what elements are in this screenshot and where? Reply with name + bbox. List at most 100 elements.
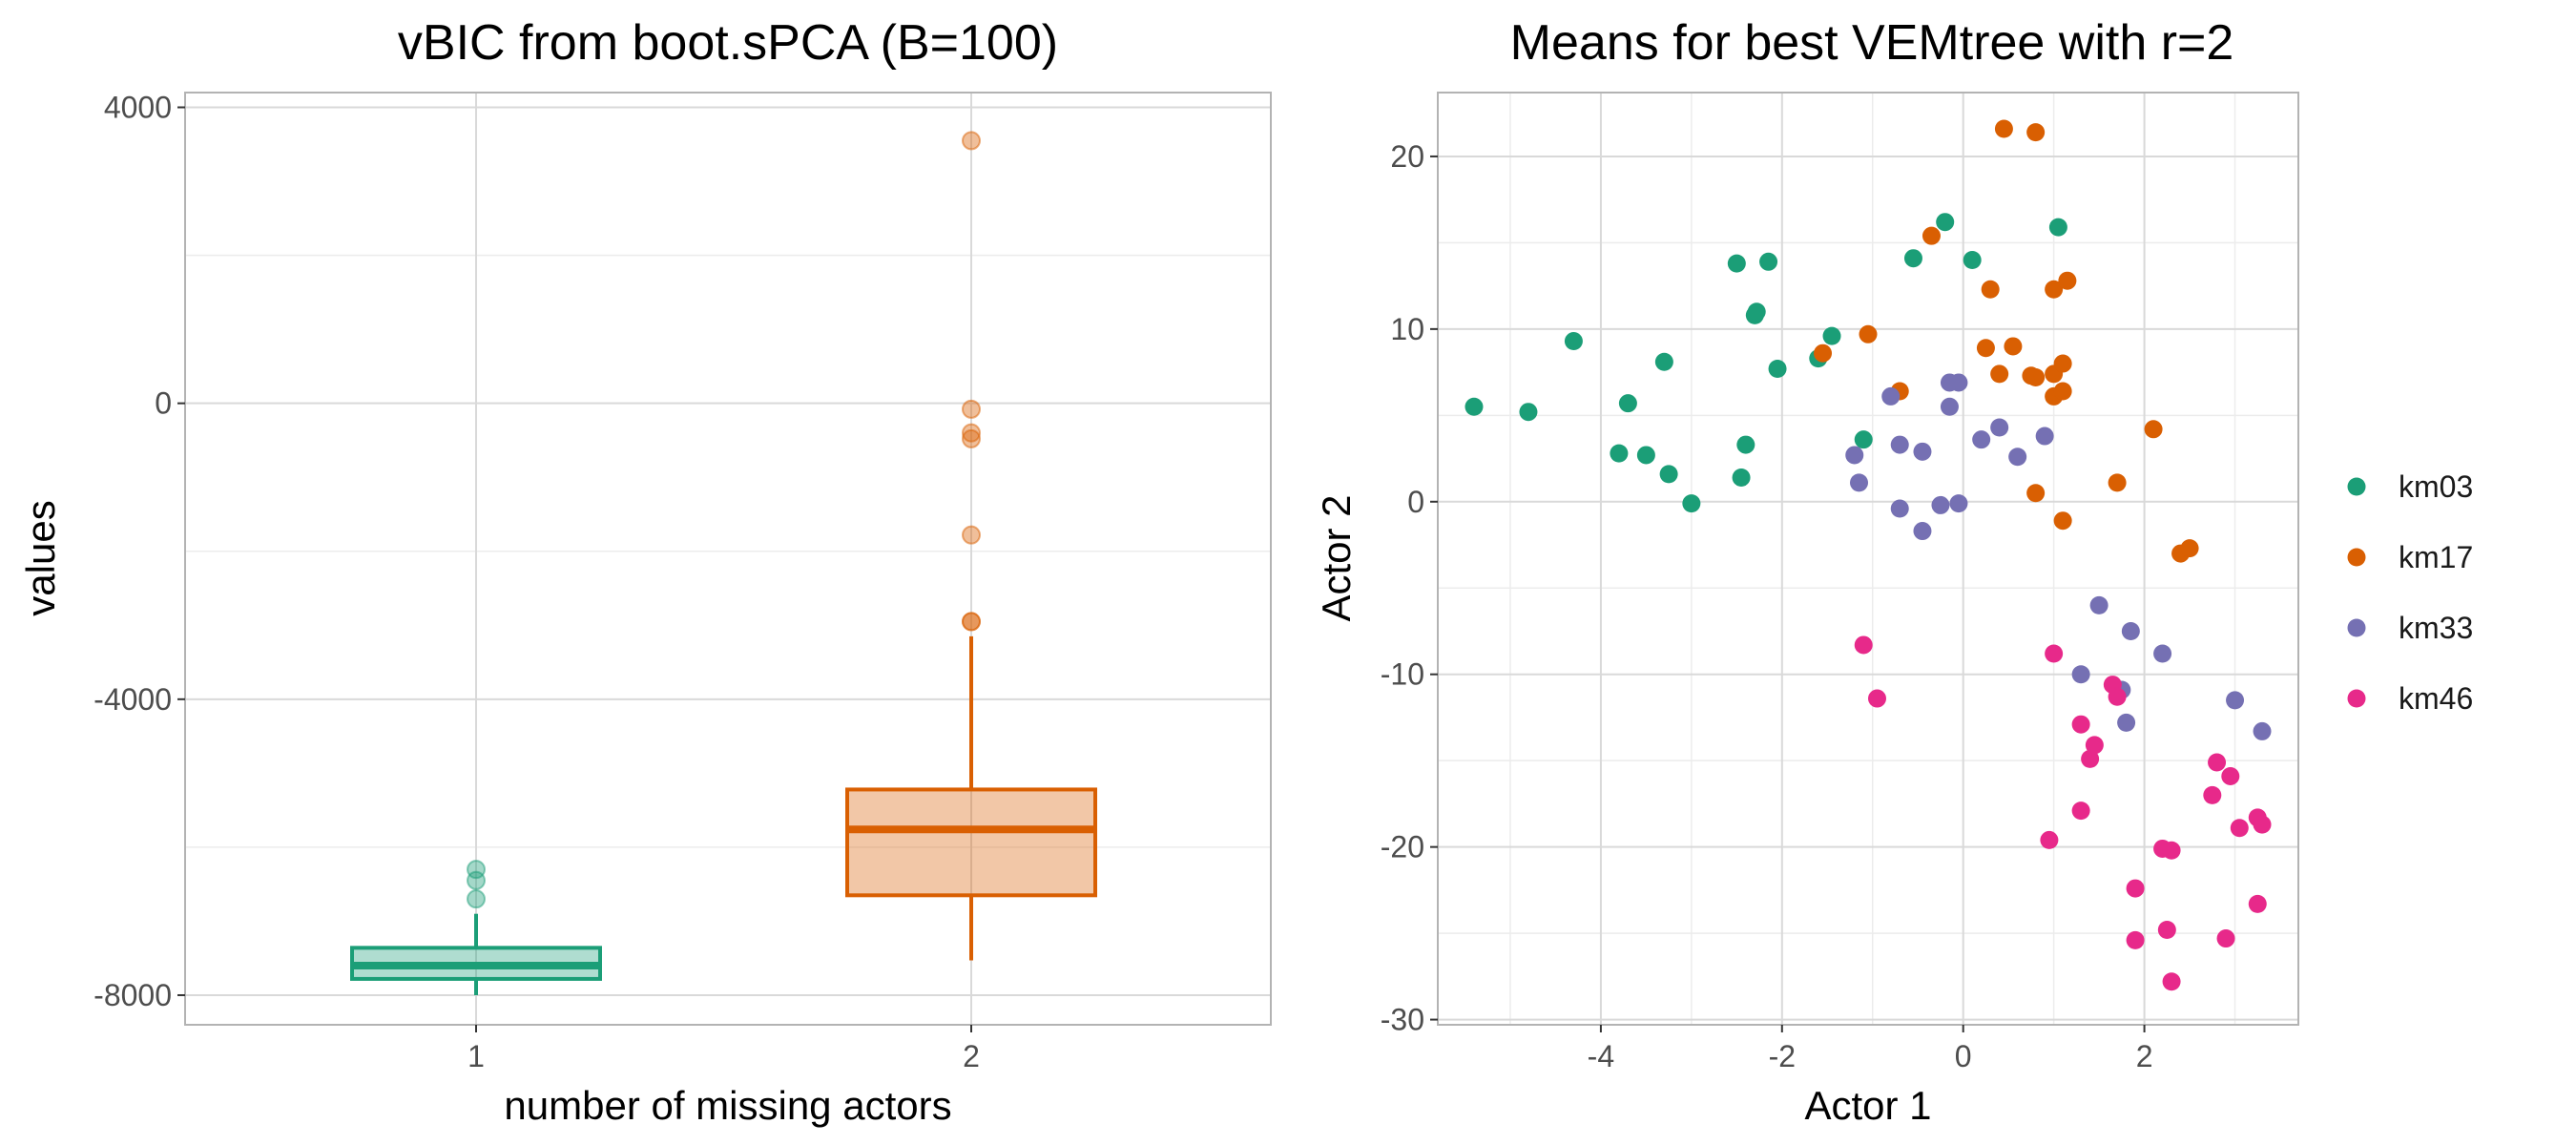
scatter-point-km33: [1845, 446, 1864, 465]
scatter-point-km33: [2008, 448, 2027, 467]
boxplot-x-axis-label: number of missing actors: [504, 1083, 951, 1128]
scatter-point-km33: [2153, 644, 2172, 663]
box-outlier-point: [467, 889, 486, 909]
scatter-point-km33: [2035, 427, 2054, 446]
scatter-point-km03: [1682, 494, 1701, 513]
scatter-x-tick-label: 2: [2136, 1039, 2153, 1073]
scatter-point-km33: [2121, 621, 2140, 640]
box-category-1: [350, 860, 602, 995]
scatter-point-km17: [2026, 123, 2046, 142]
scatter-point-km33: [1931, 495, 1950, 514]
scatter-point-km03: [1936, 213, 1955, 232]
scatter-point-km46: [2085, 736, 2104, 755]
scatter-y-tick-label: -10: [1381, 657, 1424, 692]
legend-key-km46: [2347, 689, 2366, 708]
legend-label-km17: km17: [2399, 540, 2473, 574]
scatter-point-km46: [2081, 749, 2100, 768]
scatter-x-tick-label: -4: [1588, 1039, 1614, 1073]
scatter-point-km46: [2230, 819, 2249, 838]
scatter-point-km17: [2108, 473, 2127, 492]
scatter-point-km17: [2144, 420, 2163, 439]
boxplot-y-ticks: 4000 0 -4000 -8000: [93, 91, 185, 1012]
scatter-point-km03: [1903, 249, 1922, 268]
scatter-y-ticks: 20 10 0 -10 -20 -30: [1381, 139, 1438, 1037]
scatter-y-tick-label: 10: [1390, 312, 1424, 346]
scatter-point-km46: [2208, 753, 2227, 772]
scatter-point-km03: [1618, 394, 1637, 413]
scatter-panel-border: [1437, 92, 2299, 1026]
scatter-point-km17: [2026, 484, 2046, 503]
boxplot-panel: vBIC from boot.sPCA (B=100) 4000 0 -4000 -8…: [18, 15, 1272, 1128]
scatter-point-km03: [1519, 403, 1538, 422]
scatter-point-km33: [1940, 397, 1959, 416]
scatter-point-km46: [2126, 930, 2145, 949]
scatter-point-km17: [2026, 368, 2046, 387]
scatter-point-km46: [2248, 894, 2267, 913]
scatter-point-km03: [1736, 435, 1755, 454]
box-outlier-point: [962, 131, 981, 151]
boxplot-x-tick-label: 2: [963, 1039, 980, 1073]
scatter-y-tick-label: 0: [1407, 485, 1424, 519]
box-outlier-point: [962, 525, 981, 545]
scatter-point-km46: [2045, 644, 2064, 663]
scatter-title: Means for best VEMtree with r=2: [1510, 15, 2234, 71]
boxplot-marks: [350, 131, 1097, 995]
scatter-point-km03: [1465, 397, 1484, 416]
scatter-point-km17: [1994, 119, 2013, 138]
boxplot-y-axis-label: values: [18, 500, 63, 615]
legend-label-km33: km33: [2399, 611, 2473, 645]
scatter-point-km33: [2089, 595, 2109, 614]
scatter-point-km17: [1814, 344, 1833, 363]
scatter-y-tick-label: -20: [1381, 830, 1424, 864]
scatter-point-km46: [2157, 920, 2176, 939]
boxplot-panel-border: [184, 92, 1272, 1026]
scatter-point-km46: [2040, 830, 2059, 849]
scatter-point-km17: [2058, 271, 2077, 290]
boxplot-x-tick-label: 1: [467, 1039, 485, 1073]
scatter-legend: km03 km17 km33 km46: [2347, 469, 2473, 716]
box-iqr: [845, 787, 1097, 898]
scatter-point-km03: [1759, 252, 1778, 271]
scatter-point-km03: [2048, 218, 2067, 237]
scatter-point-km33: [1881, 386, 1901, 406]
boxplot-y-tick-label: -4000: [93, 682, 172, 717]
scatter-point-km03: [1636, 446, 1655, 465]
scatter-point-km33: [1949, 494, 1968, 513]
scatter-point-km17: [2053, 382, 2072, 401]
scatter-point-km33: [2226, 691, 2245, 710]
scatter-point-km46: [2071, 802, 2090, 821]
boxplot-y-tick-label: 4000: [104, 91, 172, 125]
scatter-y-axis-label: Actor 2: [1314, 494, 1359, 621]
scatter-point-km46: [2108, 687, 2127, 706]
scatter-point-km17: [2053, 511, 2072, 531]
scatter-x-tick-label: 0: [1955, 1039, 1972, 1073]
scatter-y-tick-label: 20: [1390, 139, 1424, 174]
scatter-point-km46: [1854, 635, 1873, 655]
scatter-point-km17: [1990, 364, 2009, 384]
scatter-series-km46: [1854, 635, 2272, 991]
scatter-x-ticks: -4 -2 0 2: [1588, 1025, 2153, 1073]
scatter-point-km03: [1732, 468, 1751, 487]
scatter-point-km33: [1990, 418, 2009, 437]
scatter-point-km33: [1890, 499, 1909, 518]
scatter-point-km46: [2162, 972, 2181, 991]
scatter-point-km03: [1768, 359, 1787, 378]
scatter-point-km33: [2117, 713, 2136, 732]
box-outlier-point: [962, 612, 981, 632]
scatter-y-tick-label: -30: [1381, 1003, 1424, 1037]
boxplot-gridlines: [185, 93, 1271, 1025]
scatter-point-km03: [1963, 250, 1982, 269]
boxplot-y-tick-label: 0: [155, 386, 172, 421]
scatter-point-km17: [2004, 337, 2023, 356]
scatter-point-km03: [1822, 326, 1841, 345]
scatter-point-km17: [1922, 226, 1941, 245]
boxplot-y-tick-label: -8000: [93, 978, 172, 1012]
scatter-series-km03: [1465, 213, 2067, 513]
scatter-point-km46: [1867, 689, 1886, 708]
scatter-point-km33: [1850, 473, 1869, 492]
legend-label-km46: km46: [2399, 681, 2473, 716]
scatter-point-km33: [1949, 373, 1968, 392]
scatter-point-km17: [1976, 339, 1995, 358]
